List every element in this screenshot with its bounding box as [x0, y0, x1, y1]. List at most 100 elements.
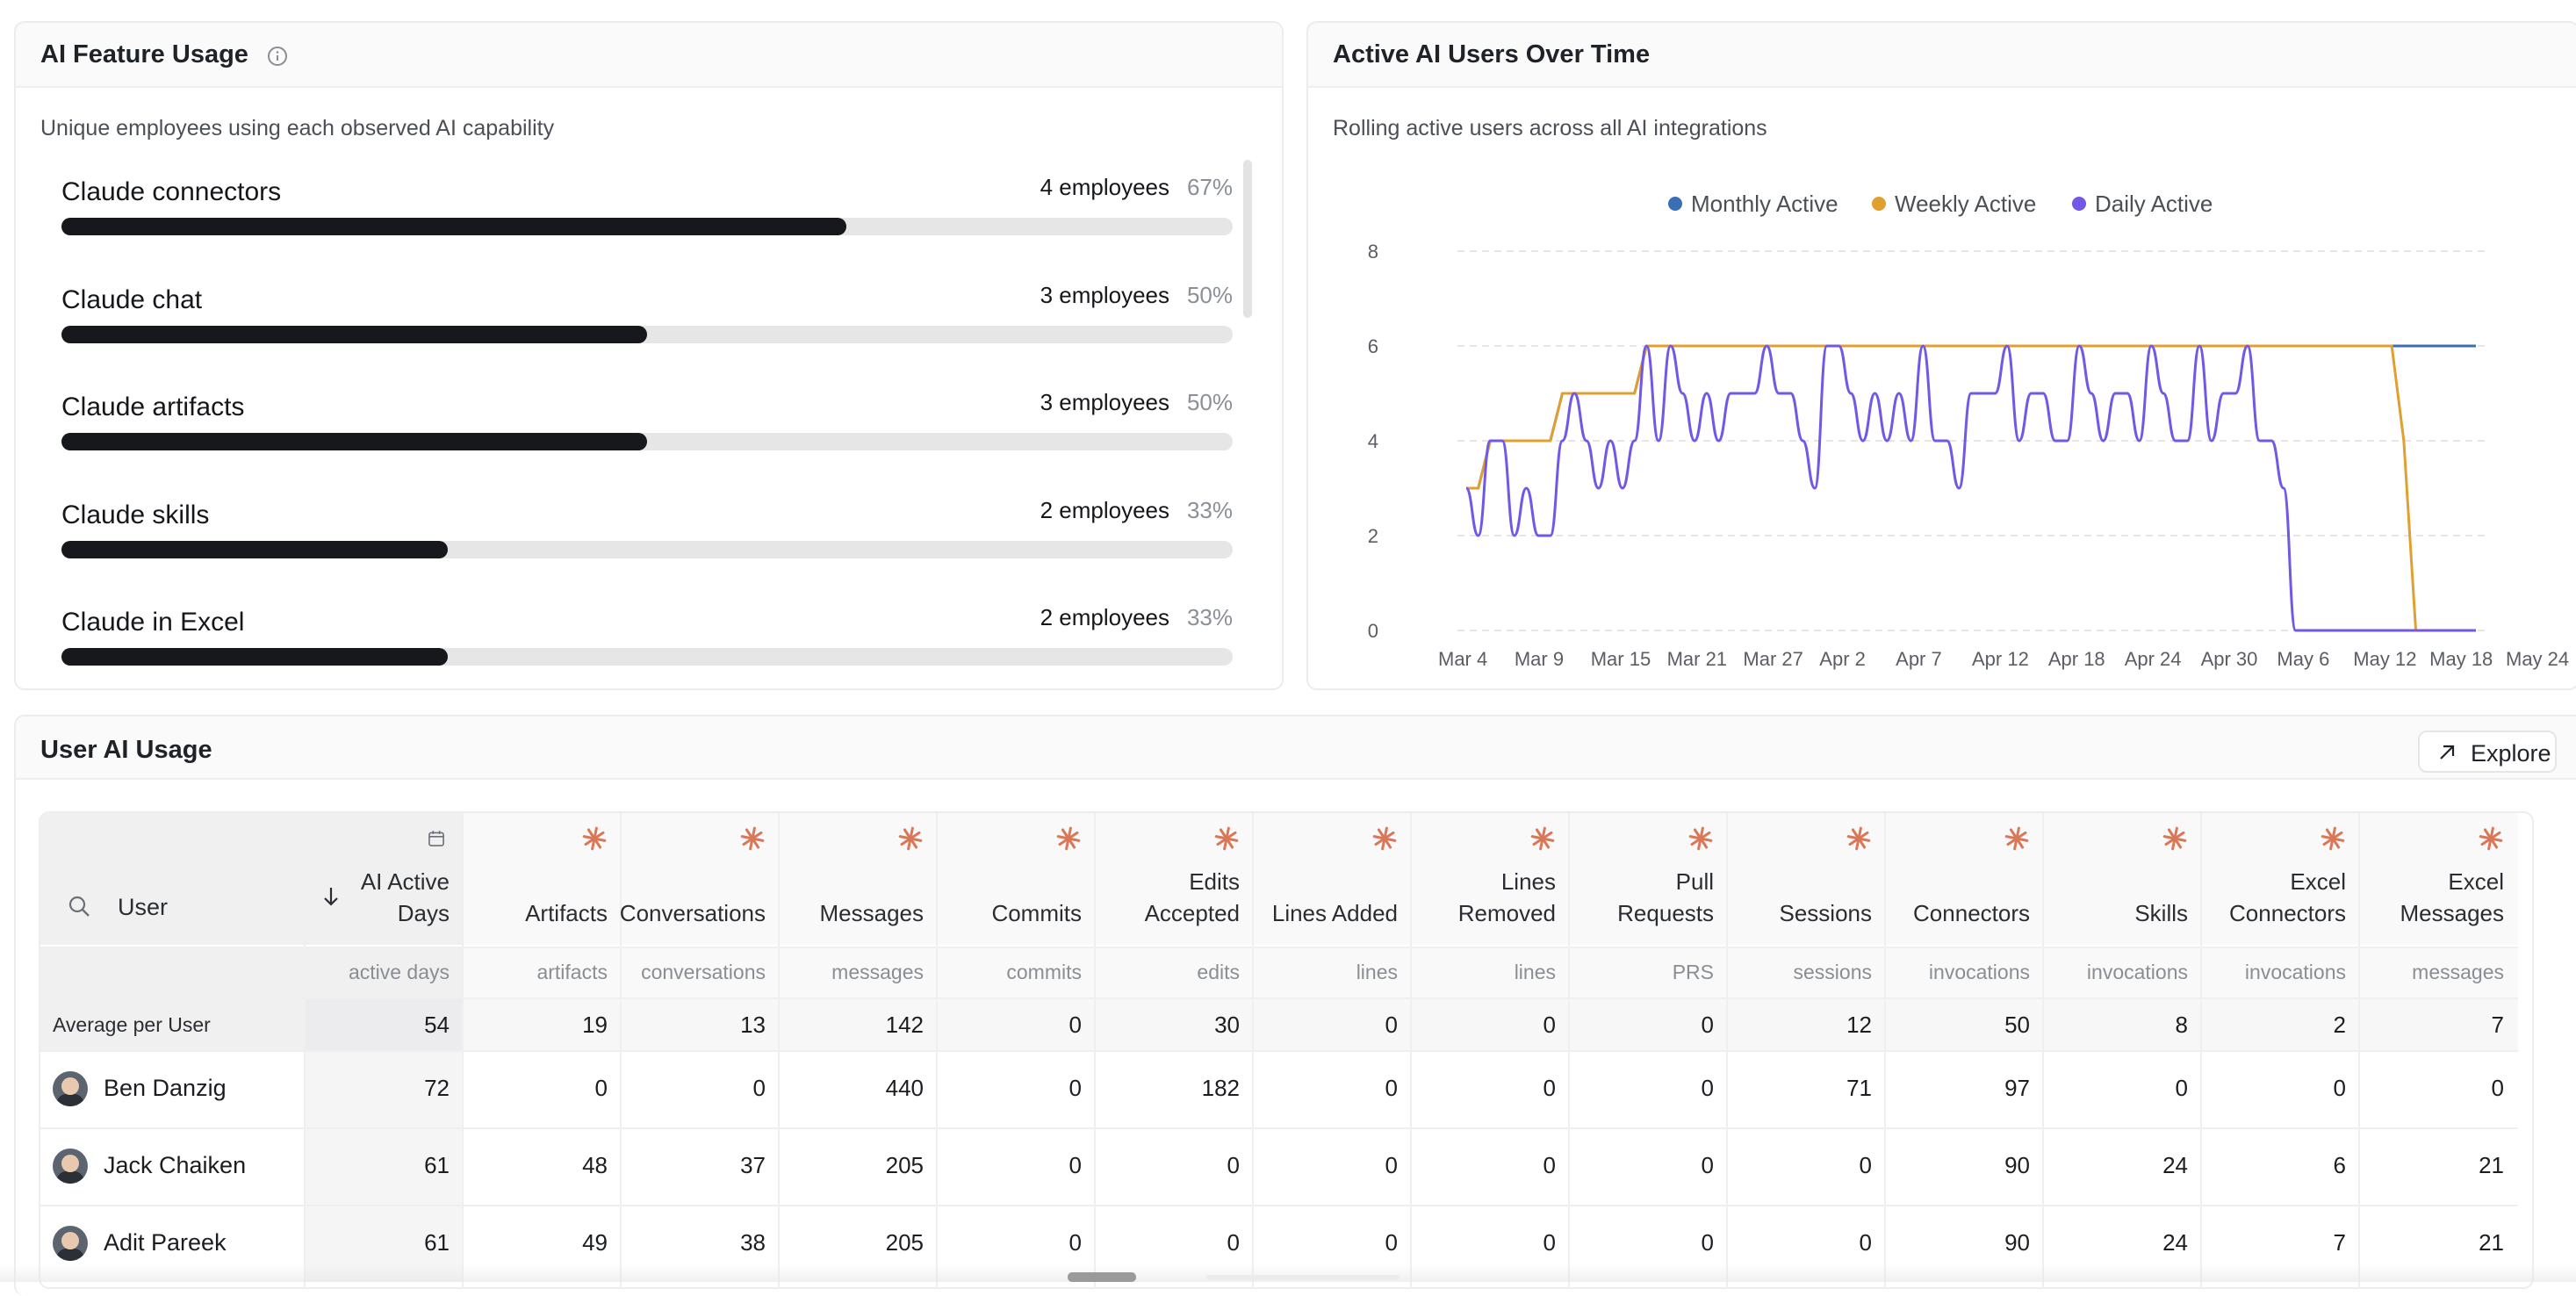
column-header-label: Excel Messages	[2400, 868, 2505, 926]
x-tick-label: Apr 24	[2125, 648, 2182, 670]
average-value: 30	[1214, 1012, 1240, 1038]
cell-value: 21	[2479, 1152, 2504, 1178]
column-header[interactable]: Excel Connectors	[2202, 813, 2360, 945]
column-header[interactable]: Edits Accepted	[1096, 813, 1254, 945]
table-cell: 0	[2202, 1050, 2360, 1127]
x-tick-label: Mar 21	[1667, 648, 1727, 670]
table-cell: 24	[2044, 1205, 2202, 1282]
card-subtitle: Unique employees using each observed AI …	[40, 116, 555, 140]
column-header[interactable]: Pull Requests	[1570, 813, 1728, 945]
table-cell: 0	[1728, 1205, 1886, 1282]
column-header[interactable]: Sessions	[1728, 813, 1886, 945]
column-header[interactable]: Commits	[938, 813, 1096, 945]
legend-label: Weekly Active	[1895, 191, 2036, 217]
cell-value: 97	[2004, 1075, 2030, 1101]
y-tick-label: 2	[1368, 525, 1378, 547]
column-header[interactable]: Lines Removed	[1412, 813, 1570, 945]
legend-marker	[1668, 197, 1682, 211]
average-value: 12	[1846, 1012, 1872, 1038]
cell-value: 0	[1859, 1152, 1872, 1178]
unit-label: lines	[1514, 961, 1556, 983]
cell-value: 7	[2333, 1229, 2346, 1256]
claude-spark-icon	[740, 826, 765, 851]
horizontal-scrollbar-track[interactable]	[1206, 1275, 1400, 1280]
table-cell: 61	[306, 1127, 464, 1205]
x-tick-label: Apr 2	[1819, 648, 1866, 670]
user-cell[interactable]: Jack Chaiken	[40, 1127, 304, 1205]
unit-cell: edits	[1096, 947, 1254, 997]
claude-spark-icon	[1530, 826, 1555, 851]
y-tick-label: 4	[1368, 430, 1378, 452]
average-value: 19	[582, 1012, 608, 1038]
column-header[interactable]: Messages	[780, 813, 938, 945]
search-icon[interactable]	[67, 894, 91, 918]
cell-value: 72	[424, 1075, 450, 1101]
feature-name: Claude chat	[61, 284, 203, 314]
user-cell[interactable]: Ben Danzig	[40, 1050, 304, 1127]
feature-bar-fill	[61, 433, 647, 450]
column-header[interactable]: Skills	[2044, 813, 2202, 945]
feature-bar-track	[61, 540, 1233, 558]
average-cell: 0	[1254, 997, 1412, 1050]
claude-spark-icon	[582, 826, 607, 851]
card-title: User AI Usage	[40, 736, 212, 764]
sort-descending-icon[interactable]	[321, 885, 341, 908]
column-header[interactable]: Lines Added	[1254, 813, 1412, 945]
cell-value: 0	[1227, 1229, 1240, 1256]
feature-count: 2 employees	[1040, 604, 1169, 630]
claude-spark-icon	[898, 826, 923, 851]
table-column: Excel Connectors invocations 2 0 6 7	[2200, 813, 2360, 1287]
user-column-header[interactable]: User	[40, 813, 304, 945]
feature-name: Claude connectors	[61, 177, 282, 206]
table-cell: 0	[1412, 1127, 1570, 1205]
bottom-fade	[0, 1264, 2576, 1282]
info-icon[interactable]	[267, 46, 288, 67]
feature-bar-track	[61, 325, 1233, 343]
column-header[interactable]: AI Active Days	[306, 813, 464, 945]
feature-bar-fill	[61, 218, 846, 235]
feature-percent: 50%	[1186, 389, 1233, 415]
table-column: Skills invocations 8 0 24 24	[2042, 813, 2202, 1287]
table-column: Pull Requests PRS 0 0 0 0	[1568, 813, 1728, 1287]
x-tick-label: Mar 4	[1438, 648, 1487, 670]
cell-value: 0	[1227, 1152, 1240, 1178]
cell-value: 0	[1543, 1152, 1556, 1178]
column-header[interactable]: Excel Messages	[2360, 813, 2518, 945]
cell-value: 38	[740, 1229, 766, 1256]
column-header[interactable]: Artifacts	[464, 813, 622, 945]
user-usage-table: User Average per User Ben Danzig Jack Ch…	[39, 811, 2534, 1289]
user-cell[interactable]: Adit Pareek	[40, 1205, 304, 1282]
feature-bar-fill	[61, 325, 647, 343]
unit-label: sessions	[1793, 961, 1872, 983]
feature-list-scrollbar[interactable]	[1243, 160, 1252, 318]
column-header-label: Conversations	[619, 900, 766, 926]
feature-percent: 33%	[1186, 496, 1233, 523]
column-header-label: Messages	[819, 900, 925, 926]
unit-cell: lines	[1254, 947, 1412, 997]
average-value: 7	[2491, 1012, 2504, 1038]
column-header[interactable]: Conversations	[619, 813, 780, 945]
column-header[interactable]: Connectors	[1886, 813, 2044, 945]
cell-value: 0	[594, 1075, 608, 1101]
explore-button[interactable]: Explore	[2418, 731, 2557, 773]
feature-count: 3 employees	[1040, 389, 1169, 415]
feature-name: Claude skills	[61, 500, 210, 529]
cell-value: 48	[582, 1152, 608, 1178]
average-cell: 12	[1728, 997, 1886, 1050]
avatar	[53, 1148, 88, 1184]
feature-count: 3 employees	[1040, 281, 1169, 308]
table-cell: 0	[1254, 1050, 1412, 1127]
ai-feature-usage-card: AI Feature Usage Unique employees using …	[14, 21, 1284, 690]
cell-value: 61	[424, 1229, 450, 1256]
table-cell: 0	[1728, 1127, 1886, 1205]
horizontal-scrollbar-thumb[interactable]	[1068, 1272, 1136, 1282]
user-name: Jack Chaiken	[104, 1152, 247, 1178]
x-tick-label: Apr 7	[1896, 648, 1942, 670]
column-header-label: Pull Requests	[1617, 868, 1714, 926]
claude-spark-icon	[2004, 826, 2029, 851]
table-cell: 0	[2044, 1050, 2202, 1127]
cell-value: 24	[2162, 1229, 2188, 1256]
cell-value: 90	[2004, 1152, 2030, 1178]
table-cell: 48	[464, 1127, 622, 1205]
active-users-card: Active AI Users Over Time Rolling active…	[1306, 21, 2576, 690]
